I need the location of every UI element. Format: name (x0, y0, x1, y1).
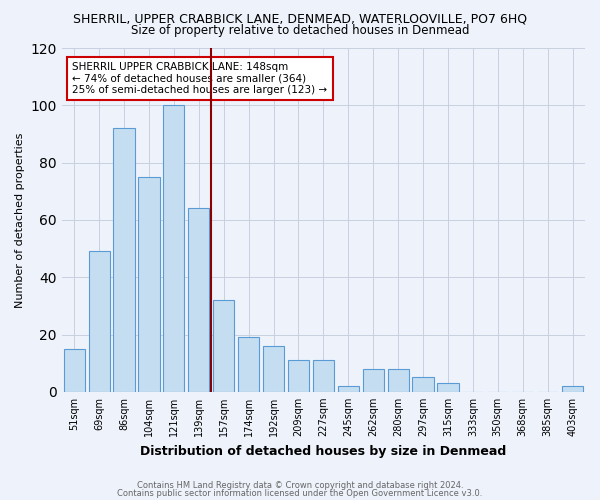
Text: SHERRIL, UPPER CRABBICK LANE, DENMEAD, WATERLOOVILLE, PO7 6HQ: SHERRIL, UPPER CRABBICK LANE, DENMEAD, W… (73, 12, 527, 26)
Text: Contains HM Land Registry data © Crown copyright and database right 2024.: Contains HM Land Registry data © Crown c… (137, 480, 463, 490)
Bar (388, 369, 409, 392)
Bar (412, 378, 434, 392)
Bar (188, 208, 209, 392)
Bar (437, 383, 458, 392)
Text: Contains public sector information licensed under the Open Government Licence v3: Contains public sector information licen… (118, 489, 482, 498)
Bar (139, 177, 160, 392)
Bar (238, 338, 259, 392)
Text: SHERRIL UPPER CRABBICK LANE: 148sqm
← 74% of detached houses are smaller (364)
2: SHERRIL UPPER CRABBICK LANE: 148sqm ← 74… (72, 62, 328, 95)
Bar (313, 360, 334, 392)
Bar (163, 106, 184, 392)
X-axis label: Distribution of detached houses by size in Denmead: Distribution of detached houses by size … (140, 444, 506, 458)
Bar (64, 349, 85, 392)
Bar (288, 360, 309, 392)
Bar (562, 386, 583, 392)
Y-axis label: Number of detached properties: Number of detached properties (15, 132, 25, 308)
Bar (263, 346, 284, 392)
Bar (89, 252, 110, 392)
Bar (338, 386, 359, 392)
Bar (113, 128, 134, 392)
Text: Size of property relative to detached houses in Denmead: Size of property relative to detached ho… (131, 24, 469, 37)
Bar (362, 369, 384, 392)
Bar (213, 300, 235, 392)
